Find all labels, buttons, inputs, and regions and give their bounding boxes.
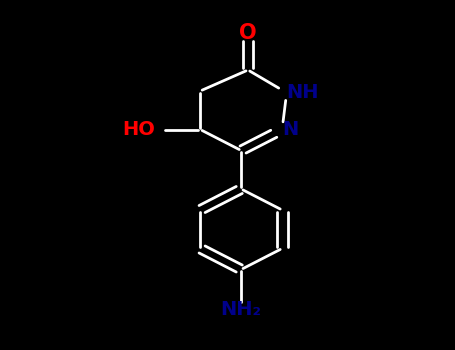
Text: HO: HO xyxy=(122,120,155,139)
Text: NH: NH xyxy=(287,83,319,102)
Text: N: N xyxy=(282,120,298,139)
Text: O: O xyxy=(239,23,257,43)
Text: NH₂: NH₂ xyxy=(221,300,262,319)
